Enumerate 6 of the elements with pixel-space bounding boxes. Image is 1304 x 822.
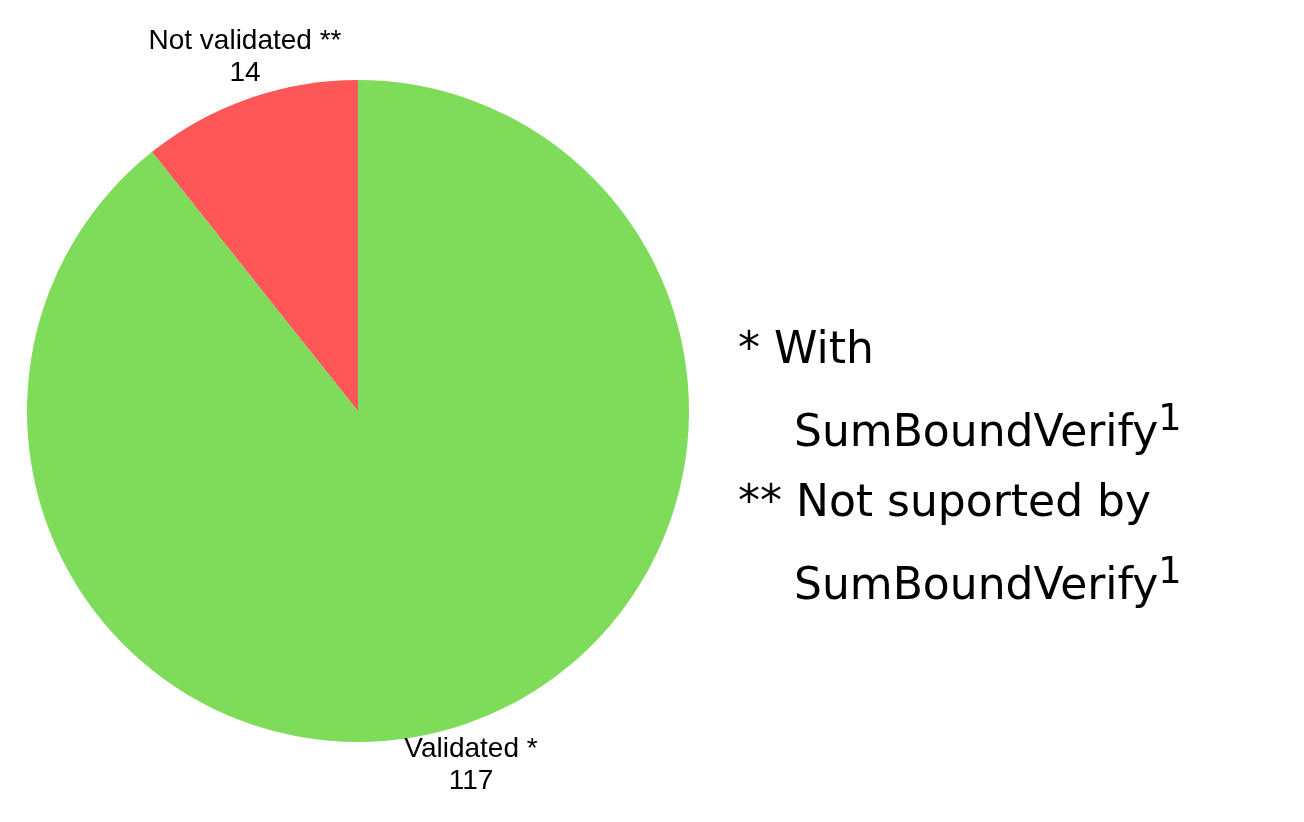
data-label: 117 xyxy=(448,763,494,795)
slice-label: Validated * xyxy=(404,731,538,763)
data-label: 14 xyxy=(229,55,261,87)
text: ** Not suported by SumBoundVerify$^{1}$ xyxy=(738,473,1183,611)
slice-label: Not validated ** xyxy=(148,23,342,55)
text: * With SumBoundVerify$^{1}$ xyxy=(738,321,1183,458)
